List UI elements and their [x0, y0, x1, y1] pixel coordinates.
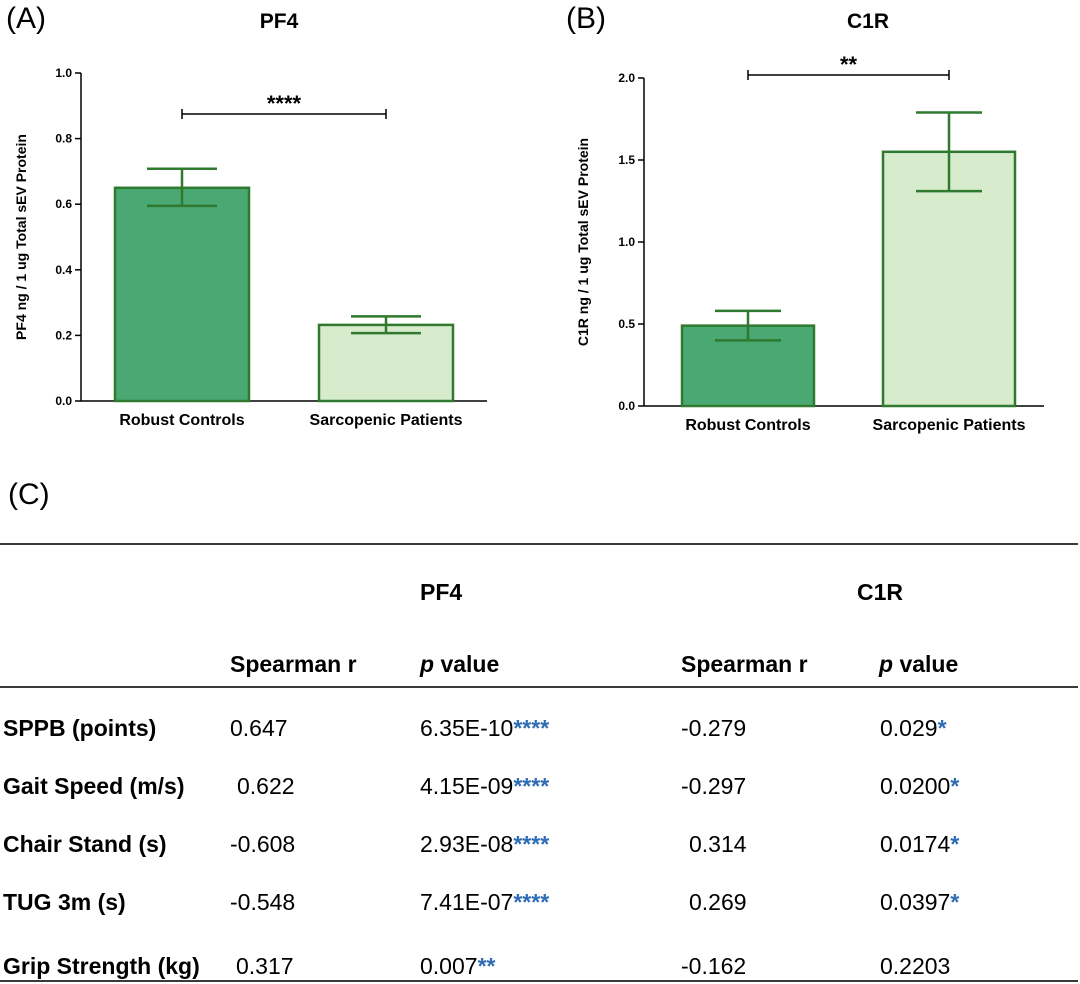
y-tick-label: 0.4 — [55, 263, 72, 277]
y-tick-label: 2.0 — [618, 71, 635, 85]
c1r-p-value: 0.0397* — [880, 889, 959, 916]
row-label: Grip Strength (kg) — [3, 953, 200, 979]
pf4-p-value: 0.007** — [420, 953, 495, 980]
table-bottom-rule — [0, 980, 1078, 982]
row-label: SPPB (points) — [3, 715, 157, 741]
significance-stars: * — [937, 715, 947, 741]
significance-stars: * — [950, 773, 960, 799]
p-value-text: 0.2203 — [880, 953, 951, 979]
pf4-spearman-r: 0.622 — [237, 773, 295, 799]
significance-stars: ** — [840, 52, 858, 77]
p-value-text: 0.0200 — [880, 773, 951, 799]
y-tick-label: 0.0 — [618, 399, 635, 413]
y-tick-label: 1.0 — [618, 235, 635, 249]
c1r-spearman-r: -0.279 — [681, 715, 747, 741]
pf4-p-value: 7.41E-07**** — [420, 889, 549, 916]
p-value-text: 0.007 — [420, 953, 478, 979]
y-tick-label: 0.8 — [55, 132, 72, 146]
pf4-spearman-r: -0.548 — [230, 889, 296, 915]
pf4-spearman-r: 0.647 — [230, 715, 288, 741]
bar — [113, 186, 251, 403]
y-tick-label: 0.0 — [55, 394, 72, 408]
c1r-spearman-r: 0.314 — [689, 831, 747, 857]
bar — [881, 150, 1017, 408]
x-tick-label: Robust Controls — [119, 412, 244, 429]
x-tick-label: Sarcopenic Patients — [310, 412, 463, 429]
chart-title: C1R — [847, 10, 889, 33]
p-value-text: 0.0174 — [880, 831, 951, 857]
pf4-p-value: 4.15E-09**** — [420, 773, 549, 800]
panel-label-a: (A) — [6, 2, 46, 35]
pf4-spearman-r: -0.608 — [230, 831, 296, 857]
significance-stars: * — [950, 831, 960, 857]
row-label: TUG 3m (s) — [3, 889, 126, 915]
pf4-p-value: 2.93E-08**** — [420, 831, 549, 858]
correlation-table: PF4 C1R Spearman r p value Spearman r p … — [0, 543, 1080, 984]
c1r-p-value: 0.029* — [880, 715, 947, 742]
pf4-bar-chart: PF4 PF4 ng / 1 ug Total sEV Protein 0.0 0.2… — [13, 10, 487, 429]
y-axis-label: PF4 ng / 1 ug Total sEV Protein — [13, 134, 29, 340]
significance-stars: * — [950, 889, 960, 915]
y-axis-label: C1R ng / 1 ug Total sEV Protein — [575, 138, 591, 346]
c1r-bar-chart: C1R C1R ng / 1 ug Total sEV Protein 0.0 0.5… — [575, 10, 1044, 434]
pf4-spearman-r: 0.317 — [236, 953, 294, 979]
col-header-c1r-spearman: Spearman r — [681, 651, 808, 677]
c1r-spearman-r: -0.297 — [681, 773, 747, 799]
significance-stars: **** — [513, 715, 550, 741]
c1r-p-value: 0.0174* — [880, 831, 959, 858]
y-tick-label: 0.2 — [55, 328, 72, 342]
chart-title: PF4 — [260, 10, 299, 33]
panel-label-b: (B) — [566, 2, 606, 35]
panel-label-c: (C) — [8, 478, 50, 511]
significance-stars: **** — [513, 889, 550, 915]
value-word: value — [434, 651, 500, 677]
group-header-pf4: PF4 — [420, 579, 463, 605]
p-letter: p — [879, 651, 894, 677]
table-top-rule — [0, 543, 1078, 545]
significance-stars: ** — [477, 953, 496, 979]
significance-stars: **** — [513, 831, 550, 857]
c1r-spearman-r: -0.162 — [681, 953, 747, 979]
col-header-c1r-pvalue: p value — [879, 651, 958, 678]
p-letter: p — [420, 651, 435, 677]
row-label: Chair Stand (s) — [3, 831, 167, 857]
c1r-p-value: 0.2203 — [880, 953, 950, 980]
significance-stars: **** — [513, 773, 550, 799]
x-tick-label: Robust Controls — [685, 417, 810, 434]
row-label: Gait Speed (m/s) — [3, 773, 185, 799]
col-header-pf4-spearman: Spearman r — [230, 651, 357, 677]
group-header-c1r: C1R — [857, 579, 904, 605]
significance-stars: **** — [267, 91, 302, 116]
p-value-text: 2.93E-08 — [420, 831, 514, 857]
y-tick-label: 1.5 — [618, 153, 635, 167]
p-value-text: 0.0397 — [880, 889, 951, 915]
p-value-text: 6.35E-10 — [420, 715, 514, 741]
y-tick-label: 0.5 — [618, 317, 635, 331]
col-header-pf4-pvalue: p value — [420, 651, 499, 678]
pf4-p-value: 6.35E-10**** — [420, 715, 549, 742]
p-value-text: 4.15E-09 — [420, 773, 514, 799]
c1r-p-value: 0.0200* — [880, 773, 959, 800]
p-value-text: 7.41E-07 — [420, 889, 514, 915]
y-tick-label: 1.0 — [55, 66, 72, 80]
p-value-text: 0.029 — [880, 715, 938, 741]
c1r-spearman-r: 0.269 — [689, 889, 747, 915]
table-header-rule — [0, 686, 1078, 688]
bar — [317, 323, 455, 403]
value-word: value — [893, 651, 959, 677]
x-tick-label: Sarcopenic Patients — [873, 417, 1026, 434]
y-tick-label: 0.6 — [55, 197, 72, 211]
